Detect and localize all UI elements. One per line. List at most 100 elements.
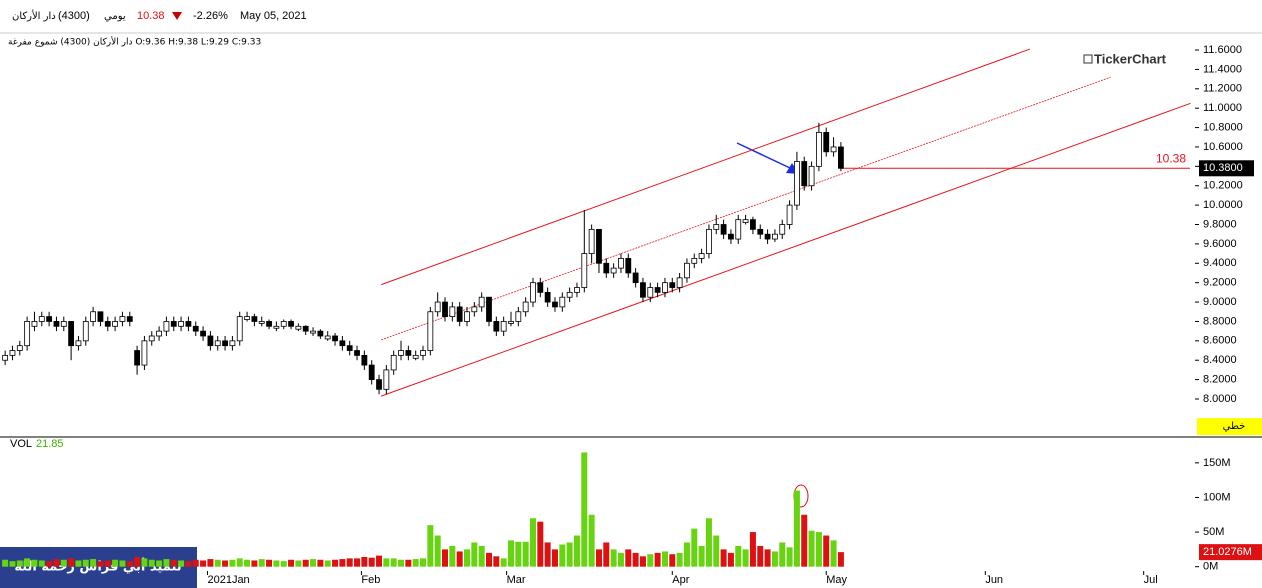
volume-bar xyxy=(38,560,45,567)
candle-body xyxy=(141,340,148,366)
candle-body xyxy=(185,321,192,327)
candle-body xyxy=(163,321,170,332)
volume-bar xyxy=(207,559,214,567)
volume-bar xyxy=(764,549,771,567)
candle-body xyxy=(273,325,280,329)
candle-body xyxy=(684,262,690,279)
candle-body xyxy=(713,224,720,230)
volume-bar xyxy=(720,549,727,567)
candle-body xyxy=(24,321,31,347)
volume-bar xyxy=(398,559,405,567)
volume-bar xyxy=(420,558,427,567)
style-box xyxy=(1197,418,1262,435)
candle-body xyxy=(530,282,536,303)
y-tick-label: 9.4000 xyxy=(1203,257,1237,269)
candle-body xyxy=(31,321,38,327)
y-tick-label: 9.0000 xyxy=(1203,296,1237,308)
candle-body xyxy=(742,219,749,223)
volume-bar xyxy=(713,535,720,567)
volume-bar xyxy=(46,561,53,567)
volume-bar xyxy=(823,535,830,567)
y-tick-label: 9.2000 xyxy=(1203,277,1237,289)
volume-bar xyxy=(625,549,632,567)
volume-bar xyxy=(537,521,544,567)
volume-bar xyxy=(412,559,419,567)
y-tick-label: 11.6000 xyxy=(1203,44,1242,56)
candle-body xyxy=(764,233,771,240)
volume-bar xyxy=(302,559,309,567)
candle-body xyxy=(801,161,808,187)
candle-body xyxy=(493,321,500,332)
volume-bar xyxy=(170,559,177,567)
volume-bar xyxy=(808,530,815,567)
volume-bar xyxy=(515,541,522,567)
volume-bar xyxy=(192,559,199,567)
period: يومي xyxy=(104,11,126,22)
candle-body xyxy=(654,287,661,293)
y-tick-label: 11.4000 xyxy=(1203,63,1242,75)
volume-bar xyxy=(588,514,595,567)
volume-axis-box xyxy=(1199,544,1262,561)
candle-body xyxy=(625,258,632,274)
volume-bar xyxy=(185,561,192,567)
volume-bar xyxy=(691,528,698,567)
candle-body xyxy=(332,335,338,342)
volume-bar xyxy=(595,549,602,567)
candle-body xyxy=(361,354,368,366)
footer-box xyxy=(0,547,197,588)
candle-body xyxy=(508,321,514,324)
volume-bar xyxy=(559,544,566,567)
volume-bar xyxy=(295,560,302,567)
volume-bar xyxy=(339,559,346,567)
volume-bar xyxy=(478,545,485,567)
stock-code: (4300) xyxy=(58,10,90,22)
volume-tick-label: 0M xyxy=(1203,561,1218,573)
volume-bar xyxy=(346,558,353,567)
volume-bar xyxy=(90,559,97,567)
candle-body xyxy=(229,340,236,347)
candle-body xyxy=(786,204,793,225)
candle-body xyxy=(200,330,206,337)
volume-bar xyxy=(97,561,104,567)
candle-body xyxy=(588,228,595,254)
x-tick-label: May xyxy=(826,574,847,586)
volume-bar xyxy=(324,560,331,567)
volume-bar xyxy=(654,552,661,567)
price-line-label: 10.38 xyxy=(1156,151,1186,165)
volume-bar xyxy=(383,558,390,567)
candle-body xyxy=(522,301,529,313)
volume-axis-label: 21.0276M xyxy=(1203,546,1252,558)
candle-body xyxy=(82,321,89,342)
volume-bar xyxy=(757,545,764,567)
volume-bar xyxy=(735,545,742,567)
candle-body xyxy=(837,146,844,169)
volume-bar xyxy=(156,560,163,567)
candle-body xyxy=(412,354,419,359)
volume-bar xyxy=(405,559,412,567)
down-arrow xyxy=(172,12,182,20)
volume-bar xyxy=(698,545,705,567)
candle-body xyxy=(830,146,837,153)
candle-body xyxy=(500,321,507,332)
volume-bar xyxy=(82,559,89,567)
volume-bar xyxy=(53,559,60,567)
candle-body xyxy=(104,321,111,327)
candle-body xyxy=(420,350,426,356)
volume-bar xyxy=(214,559,221,567)
volume-bar xyxy=(251,560,258,567)
candle-body xyxy=(75,340,82,347)
volume-bar xyxy=(112,559,119,567)
candle-body xyxy=(794,161,800,206)
candle-body xyxy=(236,316,243,342)
volume-bar xyxy=(31,559,38,567)
volume-bar xyxy=(354,558,361,567)
x-tick-label: Jun xyxy=(985,574,1003,586)
candle-body xyxy=(449,306,456,318)
candle-body xyxy=(750,219,756,230)
candle-body xyxy=(9,350,16,356)
candle-body xyxy=(126,316,133,322)
candle-body xyxy=(720,224,727,235)
volume-bar xyxy=(427,525,434,567)
trendline xyxy=(381,102,1191,397)
